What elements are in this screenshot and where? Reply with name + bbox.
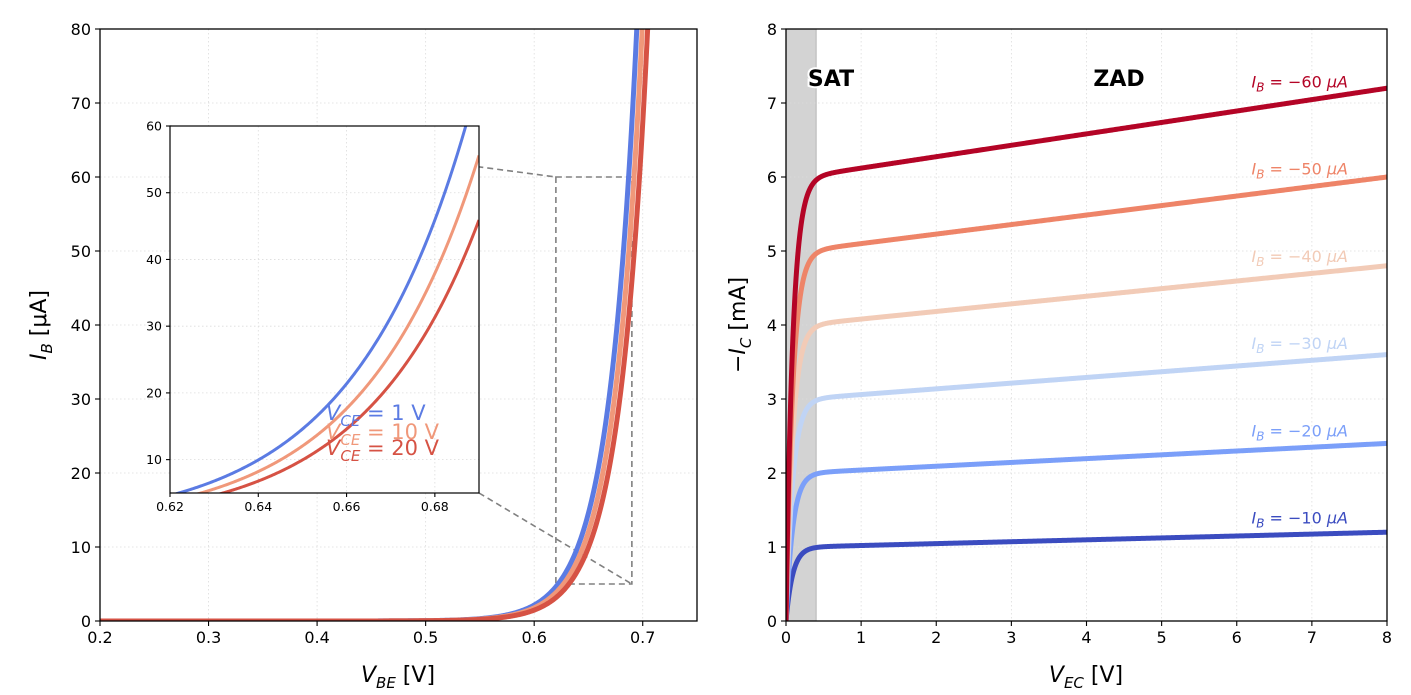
y-tick-label: 6 xyxy=(767,168,777,187)
x-tick-label: 0.64 xyxy=(244,499,272,514)
x-tick-label: 0.7 xyxy=(630,628,655,647)
curve-label-ib-30: IB = −30 μA xyxy=(1251,334,1348,356)
y-tick-label: 50 xyxy=(146,185,162,200)
sat-region-label: SAT xyxy=(808,67,854,92)
x-tick-label: 0.6 xyxy=(521,628,546,647)
y-tick-label: 4 xyxy=(767,316,777,335)
y-tick-label: 5 xyxy=(767,242,777,261)
x-tick-label: 2 xyxy=(931,628,941,647)
inset-zoom-chart: 0.62 0.64 0.66 0.68 10 20 30 40 50 60 VCE = 1 V … xyxy=(146,119,480,514)
y-tick-label: 30 xyxy=(71,390,91,409)
right-y-axis-label: −IC [mA] xyxy=(726,277,755,373)
right-curve-labels: IB = −10 μA IB = −20 μA IB = −30 μA IB = −4… xyxy=(1250,71,1350,532)
y-tick-label: 40 xyxy=(71,316,91,335)
legend-label-vce-1: VCE = 1 V xyxy=(326,401,426,430)
x-tick-label: 0.2 xyxy=(87,628,112,647)
series-line-ib-50 xyxy=(786,174,1387,621)
y-tick-label: 2 xyxy=(767,464,777,483)
inset-axes-frame xyxy=(169,125,480,494)
x-tick-label: 0.5 xyxy=(413,628,438,647)
inset-series-line-vce-20 xyxy=(217,219,479,493)
left-x-axis-label: VBE [V] xyxy=(361,663,435,692)
left-chart-panel: 0.2 0.3 0.4 0.5 0.6 0.7 0 10 20 30 40 50 60 70 80 VBE… xyxy=(27,20,698,692)
inset-y-ticks: 10 20 30 40 50 60 xyxy=(146,119,170,467)
legend-label-vce-20: VCE = 20 V xyxy=(326,436,440,465)
series-line-ib-20 xyxy=(786,440,1387,621)
inset-series-line-vce-1 xyxy=(173,126,468,493)
x-tick-label: 4 xyxy=(1081,628,1091,647)
y-tick-label: 40 xyxy=(146,252,162,267)
x-tick-label: 6 xyxy=(1232,628,1242,647)
x-tick-label: 0.66 xyxy=(333,499,361,514)
x-tick-label: 0 xyxy=(781,628,791,647)
y-tick-label: 0 xyxy=(81,612,91,631)
y-tick-label: 10 xyxy=(71,538,91,557)
y-tick-label: 8 xyxy=(767,20,777,39)
x-tick-label: 0.4 xyxy=(304,628,329,647)
series-line-ib-10 xyxy=(786,529,1387,621)
y-tick-label: 30 xyxy=(146,319,162,334)
curve-label-ib-20: IB = −20 μA xyxy=(1251,421,1348,443)
right-grid xyxy=(786,29,1387,621)
right-series-group xyxy=(786,85,1387,621)
y-tick-label: 20 xyxy=(71,464,91,483)
x-tick-label: 1 xyxy=(856,628,866,647)
legend-label-vce-10: VCE = 10 V xyxy=(326,420,440,449)
right-chart-panel: IB = −10 μA IB = −20 μA IB = −30 μA IB = −4… xyxy=(726,20,1392,692)
zad-region-label: ZAD xyxy=(1093,67,1144,92)
y-tick-label: 60 xyxy=(146,119,162,134)
y-tick-label: 80 xyxy=(71,20,91,39)
x-tick-label: 0.68 xyxy=(421,499,449,514)
right-y-ticks: 0 1 2 3 4 5 6 7 8 xyxy=(767,20,786,631)
curve-label-ib-50: IB = −50 μA xyxy=(1251,160,1348,182)
y-tick-label: 50 xyxy=(71,242,91,261)
y-tick-label: 3 xyxy=(767,390,777,409)
inset-series-group xyxy=(173,126,479,493)
zoom-box-rect xyxy=(555,176,633,585)
left-y-axis-label: IB [μA] xyxy=(27,290,56,360)
inset-legend: VCE = 1 V VCE = 10 V VCE = 20 V xyxy=(326,401,440,465)
y-tick-label: 1 xyxy=(767,538,777,557)
curve-label-ib-10: IB = −10 μA xyxy=(1251,509,1348,531)
series-line-ib-40 xyxy=(786,263,1387,621)
left-x-ticks: 0.2 0.3 0.4 0.5 0.6 0.7 xyxy=(87,621,655,647)
series-line-ib-60 xyxy=(786,85,1387,621)
x-tick-label: 3 xyxy=(1006,628,1016,647)
y-tick-label: 60 xyxy=(71,168,91,187)
x-tick-label: 8 xyxy=(1382,628,1392,647)
y-tick-label: 0 xyxy=(767,612,777,631)
x-tick-label: 0.62 xyxy=(156,499,184,514)
inset-series-line-vce-10 xyxy=(195,155,479,493)
curve-label-ib-40: IB = −40 μA xyxy=(1251,247,1348,269)
y-tick-label: 10 xyxy=(146,452,162,467)
x-tick-label: 7 xyxy=(1307,628,1317,647)
x-tick-label: 0.3 xyxy=(196,628,221,647)
left-y-ticks: 0 10 20 30 40 50 60 70 80 xyxy=(71,20,100,631)
y-tick-label: 7 xyxy=(767,94,777,113)
y-tick-label: 70 xyxy=(71,94,91,113)
curve-label-ib-60: IB = −60 μA xyxy=(1251,72,1348,94)
x-tick-label: 5 xyxy=(1157,628,1167,647)
right-x-ticks: 0 1 2 3 4 5 6 7 8 xyxy=(781,621,1392,647)
y-tick-label: 20 xyxy=(146,385,162,400)
inset-grid xyxy=(170,126,479,493)
right-x-axis-label: VEC [V] xyxy=(1049,663,1123,692)
inset-x-ticks: 0.62 0.64 0.66 0.68 xyxy=(156,493,449,514)
inset-plot-area xyxy=(170,126,479,493)
series-line-ib-30 xyxy=(786,352,1387,621)
